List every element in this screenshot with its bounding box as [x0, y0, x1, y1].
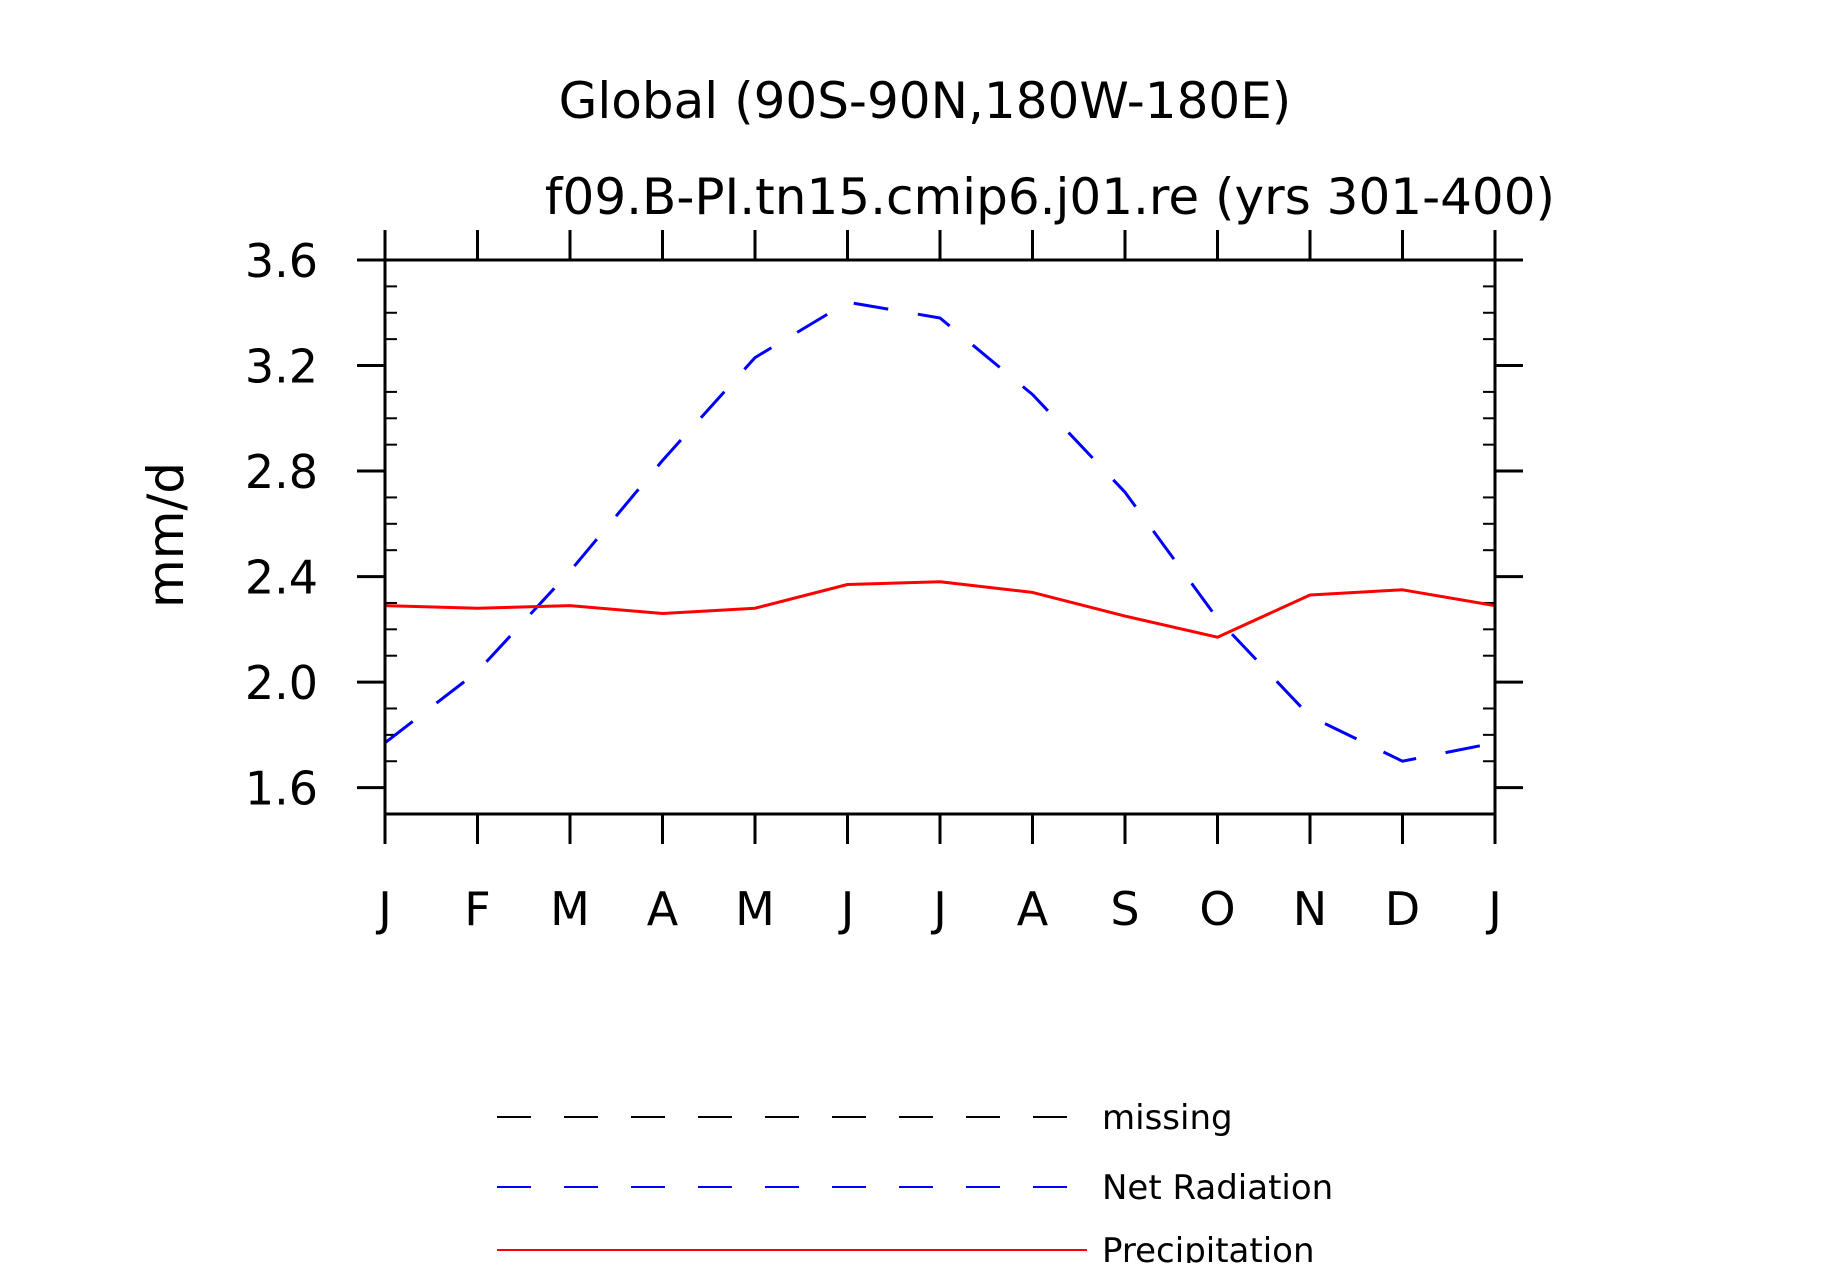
x-tick-label: M — [550, 882, 590, 936]
x-tick-label: M — [735, 882, 775, 936]
series-line-precipitation — [384, 580, 1496, 639]
x-tick-label: D — [1385, 882, 1420, 936]
y-tick-label: 2.0 — [245, 656, 318, 710]
series-line-net-radiation — [384, 300, 1496, 763]
x-tick-label: A — [647, 882, 679, 936]
legend-label: Precipitation — [1102, 1231, 1315, 1263]
legend-label: Net Radiation — [1102, 1168, 1333, 1208]
chart-title: Global (90S-90N,180W-180E) — [559, 72, 1292, 130]
y-tick-label: 2.4 — [245, 551, 318, 605]
legend: missing Net Radiation Precipitation — [497, 1098, 1333, 1268]
y-axis-label: mm/d — [137, 462, 195, 608]
plot-frame — [383, 258, 1497, 816]
legend-label: missing — [1102, 1098, 1233, 1138]
x-tick-label: J — [838, 882, 855, 936]
x-tick-label: S — [1110, 882, 1139, 936]
y-tick-label: 3.2 — [245, 340, 318, 394]
x-tick-label: J — [930, 882, 947, 936]
axis-ticks: J F M A M J J A S O N D J 1.6 2.0 2.4 2.8 3.2 3.6 — [245, 230, 1523, 936]
chart-subtitle: f09.B-PI.tn15.cmip6.j01.re (yrs 301-400) — [545, 168, 1555, 226]
x-tick-label: J — [375, 882, 392, 936]
x-tick-label: N — [1293, 882, 1327, 936]
y-tick-label: 2.8 — [245, 445, 318, 499]
y-tick-label: 3.6 — [245, 234, 318, 288]
x-tick-label: F — [464, 882, 490, 936]
x-tick-label: A — [1017, 882, 1049, 936]
series-lines — [384, 300, 1496, 763]
y-tick-label: 1.6 — [245, 762, 318, 816]
x-tick-label: J — [1485, 882, 1502, 936]
x-tick-label: O — [1199, 882, 1235, 936]
